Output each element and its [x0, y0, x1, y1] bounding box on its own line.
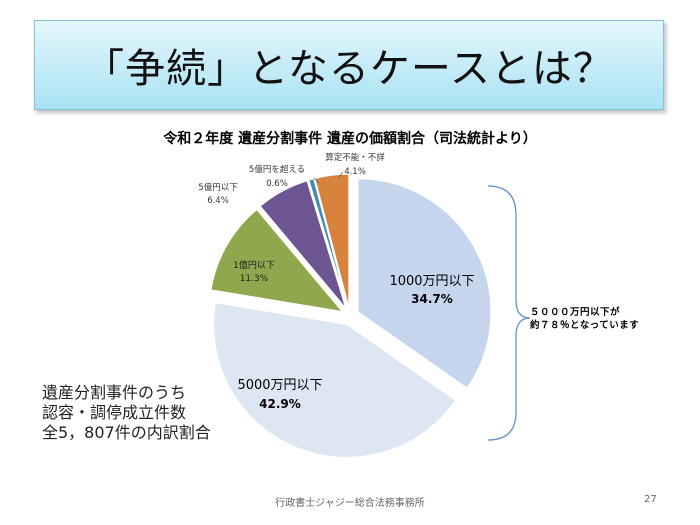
chart-title: 令和２年度 遺産分割事件 遺産の価額割合（司法統計より） — [163, 131, 537, 147]
slice-value-undetermined: 4.1% — [344, 167, 366, 177]
slice-value-5oku: 6.4% — [207, 196, 229, 206]
bracket-note: ５０００万円以下が 約７８％となっています — [530, 306, 639, 332]
leader-lines — [313, 171, 344, 184]
bracket — [487, 185, 531, 441]
slice-value-5oku-over: 0.6% — [266, 179, 288, 189]
pie-slices — [210, 173, 492, 458]
bracket-note-line-1: ５０００万円以下が — [530, 307, 621, 318]
slice-label-undetermined: 算定不能・不詳 — [325, 152, 385, 163]
slice-1000man — [357, 178, 492, 389]
slice-5000man — [213, 302, 457, 458]
page-number: 27 — [644, 494, 657, 505]
case-count-note: 遺産分割事件のうち 認容・調停成立件数 全5，807件の内訳割合 — [42, 383, 211, 443]
note-line-2: 認容・調停成立件数 — [42, 403, 187, 422]
footer-office-name: 行政書士ジャジー総合法務事務所 — [275, 498, 425, 509]
slice-label-5000man: 5000万円以下 — [237, 378, 322, 393]
slice-label-1000man: 1000万円以下 — [389, 274, 474, 289]
bracket-note-line-2: 約７８％となっています — [530, 320, 640, 331]
slice-label-5oku: 5億円以下 — [198, 182, 238, 193]
note-line-1: 遺産分割事件のうち — [42, 383, 187, 402]
slice-labels: 1000万円以下 34.7% 5000万円以下 42.9% 1億円以下 11.3… — [198, 152, 474, 411]
leader-line-undetermined — [337, 171, 344, 179]
slice-value-1oku: 11.3% — [240, 274, 269, 284]
slice-label-5oku-over: 5億円を超える — [249, 164, 305, 175]
slice-value-1000man: 34.7% — [411, 292, 453, 306]
slice-label-1oku: 1億円以下 — [233, 259, 275, 271]
slide-title: 「争続」となるケースとは？ — [84, 46, 614, 92]
slice-1oku — [210, 208, 344, 313]
leader-line-5oku-over — [313, 177, 320, 184]
slice-5oku-over — [308, 178, 349, 308]
slice-value-5000man: 42.9% — [259, 397, 301, 411]
note-line-3: 全5，807件の内訳割合 — [42, 423, 211, 442]
slice-5oku — [259, 180, 347, 309]
title-banner: 「争続」となるケースとは？ — [34, 20, 664, 110]
